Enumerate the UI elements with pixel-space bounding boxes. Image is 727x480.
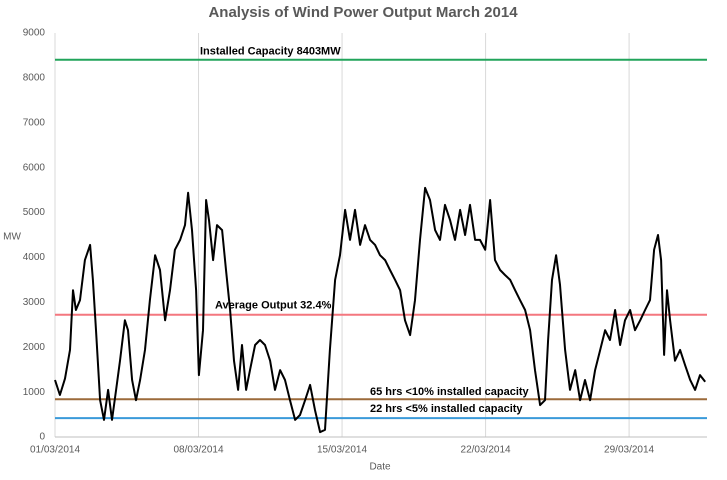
- y-tick-label: 2000: [23, 342, 46, 353]
- x-tick-label: 01/03/2014: [30, 445, 80, 456]
- x-tick-label: 08/03/2014: [173, 445, 223, 456]
- x-tick-label: 15/03/2014: [317, 445, 367, 456]
- y-tick-label: 0: [39, 432, 45, 443]
- y-tick-label: 6000: [23, 162, 46, 173]
- y-tick-label: 3000: [23, 297, 46, 308]
- reference-label: 22 hrs <5% installed capacity: [370, 403, 523, 415]
- y-tick-label: 8000: [23, 73, 46, 84]
- y-axis-label: MW: [3, 232, 21, 243]
- reference-label: Installed Capacity 8403MW: [200, 46, 341, 58]
- x-tick-label: 22/03/2014: [461, 445, 511, 456]
- data-line: [54, 186, 706, 434]
- y-tick-label: 9000: [23, 28, 46, 39]
- x-tick-label: 29/03/2014: [604, 445, 654, 456]
- reference-label: 65 hrs <10% installed capacity: [370, 386, 530, 398]
- y-tick-label: 4000: [23, 252, 46, 263]
- reference-label: Average Output 32.4%: [215, 300, 332, 312]
- x-axis-label: Date: [369, 462, 391, 473]
- chart-title: Analysis of Wind Power Output March 2014: [208, 4, 518, 21]
- y-tick-label: 7000: [23, 117, 46, 128]
- y-tick-label: 5000: [23, 207, 46, 218]
- y-tick-label: 1000: [23, 387, 46, 398]
